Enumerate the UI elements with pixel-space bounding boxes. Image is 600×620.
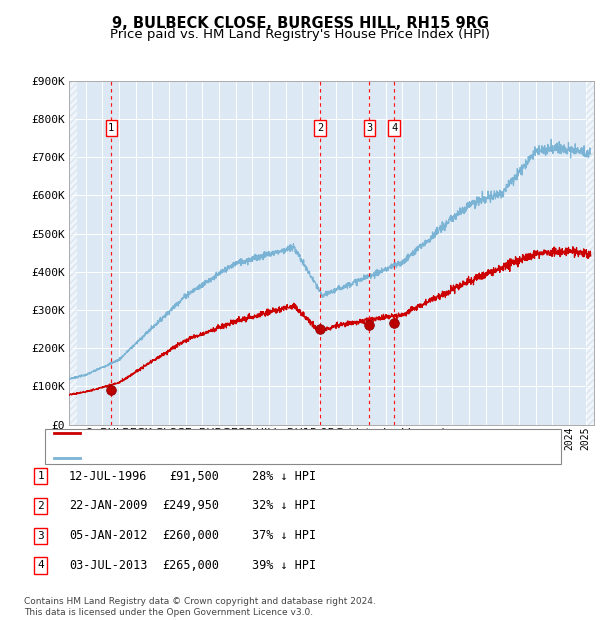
Text: 05-JAN-2012: 05-JAN-2012 bbox=[69, 529, 148, 542]
Text: 9, BULBECK CLOSE, BURGESS HILL, RH15 9RG: 9, BULBECK CLOSE, BURGESS HILL, RH15 9RG bbox=[112, 16, 488, 30]
Text: 3: 3 bbox=[37, 531, 44, 541]
Text: 28% ↓ HPI: 28% ↓ HPI bbox=[252, 470, 316, 482]
Text: 2: 2 bbox=[317, 123, 323, 133]
Text: 22-JAN-2009: 22-JAN-2009 bbox=[69, 500, 148, 512]
Text: £249,950: £249,950 bbox=[162, 500, 219, 512]
Text: 2: 2 bbox=[37, 501, 44, 511]
Text: £91,500: £91,500 bbox=[169, 470, 219, 482]
Text: 1: 1 bbox=[37, 471, 44, 481]
Text: 4: 4 bbox=[37, 560, 44, 570]
Text: 1: 1 bbox=[108, 123, 115, 133]
Text: 32% ↓ HPI: 32% ↓ HPI bbox=[252, 500, 316, 512]
Text: Price paid vs. HM Land Registry's House Price Index (HPI): Price paid vs. HM Land Registry's House … bbox=[110, 28, 490, 41]
Text: Contains HM Land Registry data © Crown copyright and database right 2024.
This d: Contains HM Land Registry data © Crown c… bbox=[24, 598, 376, 617]
Text: 37% ↓ HPI: 37% ↓ HPI bbox=[252, 529, 316, 542]
Text: 39% ↓ HPI: 39% ↓ HPI bbox=[252, 559, 316, 572]
Text: £260,000: £260,000 bbox=[162, 529, 219, 542]
Text: 03-JUL-2013: 03-JUL-2013 bbox=[69, 559, 148, 572]
Text: 3: 3 bbox=[366, 123, 373, 133]
Text: £265,000: £265,000 bbox=[162, 559, 219, 572]
Bar bbox=[69, 81, 77, 425]
Bar bbox=[586, 81, 594, 425]
Text: 9, BULBECK CLOSE, BURGESS HILL, RH15 9RG (detached house): 9, BULBECK CLOSE, BURGESS HILL, RH15 9RG… bbox=[86, 428, 446, 438]
Text: 12-JUL-1996: 12-JUL-1996 bbox=[69, 470, 148, 482]
Text: HPI: Average price, detached house, Mid Sussex: HPI: Average price, detached house, Mid … bbox=[86, 453, 355, 463]
Text: 4: 4 bbox=[391, 123, 397, 133]
